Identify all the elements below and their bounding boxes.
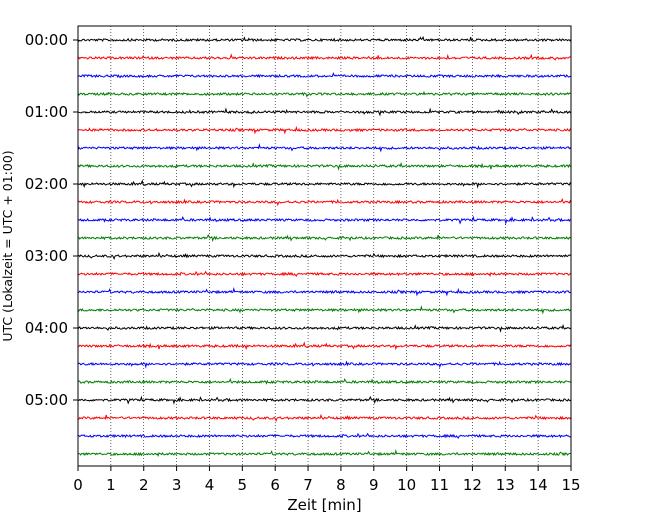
trace-line xyxy=(77,270,572,277)
trace-line xyxy=(77,449,572,457)
x-axis-title: Zeit [min] xyxy=(287,496,361,514)
trace-line xyxy=(77,179,572,189)
trace-line xyxy=(77,377,572,385)
trace-line xyxy=(77,90,572,98)
x-tick-label: 14 xyxy=(529,476,548,494)
y-axis-ticks: 00:00 01:00 02:00 03:00 04:00 05:00 xyxy=(25,31,78,409)
trace-line xyxy=(77,72,572,79)
x-tick-label: 10 xyxy=(397,476,416,494)
trace-line xyxy=(77,107,572,117)
trace-line xyxy=(77,341,572,351)
plot-frame xyxy=(77,25,572,467)
x-axis-ticks: 0 1 2 3 4 5 6 7 8 9 10 11 12 13 14 15 xyxy=(73,466,581,494)
grid-lines xyxy=(110,26,539,466)
trace-line xyxy=(77,215,572,225)
y-tick-label: 01:00 xyxy=(25,103,68,121)
trace-line xyxy=(77,161,572,171)
x-tick-label: 11 xyxy=(430,476,449,494)
y-tick-label: 00:00 xyxy=(25,31,68,49)
trace-line xyxy=(77,413,572,423)
x-tick-label: 9 xyxy=(369,476,379,494)
trace-line xyxy=(77,287,572,297)
x-tick-label: 3 xyxy=(172,476,182,494)
x-tick-label: 8 xyxy=(336,476,346,494)
trace-line xyxy=(77,125,572,135)
y-tick-label: 04:00 xyxy=(25,319,68,337)
trace-line xyxy=(77,197,572,207)
trace-line xyxy=(77,432,572,439)
x-tick-label: 1 xyxy=(106,476,116,494)
trace-line xyxy=(77,360,572,369)
x-tick-label: 15 xyxy=(561,476,580,494)
x-tick-label: 12 xyxy=(463,476,482,494)
y-axis-title: UTC (Lokalzeit = UTC + 01:00) xyxy=(0,150,15,341)
trace-line xyxy=(77,323,572,333)
trace-line xyxy=(77,142,572,153)
x-tick-label: 0 xyxy=(73,476,83,494)
y-tick-label: 02:00 xyxy=(25,175,68,193)
trace-line xyxy=(77,53,572,61)
trace-line xyxy=(77,251,572,261)
trace-line xyxy=(77,395,572,405)
x-tick-label: 5 xyxy=(238,476,248,494)
trace-line xyxy=(77,35,572,43)
x-tick-label: 2 xyxy=(139,476,149,494)
x-tick-label: 4 xyxy=(205,476,215,494)
x-tick-label: 7 xyxy=(303,476,313,494)
y-tick-label: 05:00 xyxy=(25,391,68,409)
x-tick-label: 13 xyxy=(496,476,515,494)
seismogram-traces xyxy=(77,35,572,457)
x-tick-label: 6 xyxy=(270,476,280,494)
trace-line xyxy=(77,233,572,243)
y-tick-label: 03:00 xyxy=(25,247,68,265)
trace-line xyxy=(77,304,572,315)
